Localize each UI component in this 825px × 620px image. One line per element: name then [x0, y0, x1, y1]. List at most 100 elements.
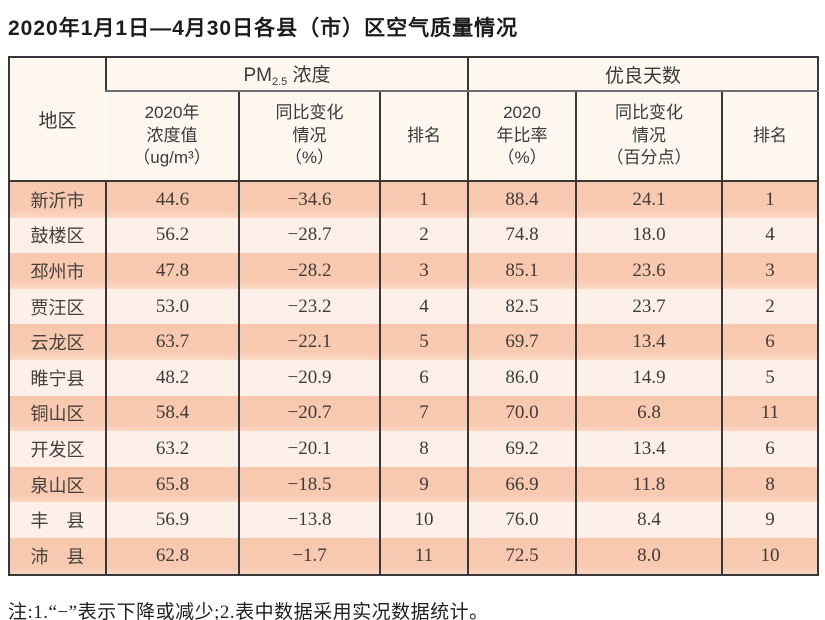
pm-change-cell: −28.7 — [238, 217, 380, 254]
table-row: 云龙区 63.7 −22.1 5 69.7 13.4 6 — [9, 324, 819, 360]
good-rank-cell: 1 — [721, 181, 819, 218]
group-header-row: 地区 PM2.5 浓度 优良天数 — [9, 57, 819, 182]
good-change-cell: 18.0 — [575, 217, 723, 254]
pm-change-cell: −13.8 — [238, 502, 380, 538]
table-row: 贾汪区 53.0 −23.2 4 82.5 23.7 2 — [9, 288, 819, 325]
pm-value-cell: 44.6 — [105, 181, 239, 218]
pm-rank-cell: 6 — [378, 359, 469, 396]
pm-change-cell: −23.2 — [238, 288, 380, 325]
table-header: 地区 PM2.5 浓度 优良天数 2020年 浓度值 （ug/m³） 同比变化 … — [9, 57, 819, 182]
good-ratio-cell: 85.1 — [467, 253, 577, 289]
footnote: 注:1.“−”表示下降或减少;2.表中数据采用实况数据统计。 — [8, 601, 489, 620]
corner-header-cell: 地区 — [9, 57, 106, 182]
good-change-cell: 11.8 — [575, 466, 723, 503]
good-rank-cell: 8 — [721, 466, 819, 503]
pm-change-cell: −18.5 — [238, 466, 380, 503]
good-ratio-cell: 72.5 — [467, 537, 577, 575]
table-row: 开发区 63.2 −20.1 8 69.2 13.4 6 — [9, 431, 819, 467]
good-change-cell: 8.4 — [575, 502, 723, 538]
subheader-pm-rank: 排名 — [378, 91, 469, 182]
subheader-good-ratio: 2020 年比率 （%） — [467, 91, 577, 182]
pm-change-cell: −22.1 — [238, 324, 380, 360]
pm-rank-cell: 3 — [378, 253, 469, 289]
pm-rank-cell: 5 — [378, 324, 469, 360]
good-ratio-cell: 82.5 — [467, 288, 577, 325]
pm-value-cell: 48.2 — [105, 359, 239, 396]
pm-value-cell: 63.7 — [105, 324, 239, 360]
good-ratio-cell: 69.7 — [467, 324, 577, 360]
pm25-label-subscript: 2.5 — [271, 76, 288, 88]
good-ratio-cell: 86.0 — [467, 359, 577, 396]
pm-rank-cell: 9 — [378, 466, 469, 503]
table-row: 邳州市 47.8 −28.2 3 85.1 23.6 3 — [9, 253, 819, 289]
pm-value-cell: 56.2 — [105, 217, 239, 254]
good-change-cell: 23.7 — [575, 288, 723, 325]
good-ratio-cell: 66.9 — [467, 466, 577, 503]
pm-rank-cell: 11 — [378, 537, 469, 575]
pm-value-cell: 65.8 — [105, 466, 239, 503]
pm-change-cell: −1.7 — [238, 537, 380, 575]
subheader-good-rank: 排名 — [721, 91, 819, 182]
good-change-cell: 13.4 — [575, 431, 723, 467]
good-days-group-header: 优良天数 — [467, 57, 819, 92]
good-change-cell: 8.0 — [575, 537, 723, 575]
good-ratio-cell: 70.0 — [467, 395, 577, 432]
region-cell: 沛 县 — [30, 546, 85, 567]
good-ratio-cell: 69.2 — [467, 431, 577, 467]
sub-header-row: 2020年 浓度值 （ug/m³） 同比变化 情况 （%） 排名 2020 年比… — [9, 91, 819, 182]
pm-change-cell: −34.6 — [238, 181, 380, 218]
subheader-pm-value: 2020年 浓度值 （ug/m³） — [106, 91, 239, 182]
pm-value-cell: 58.4 — [105, 395, 239, 432]
good-ratio-cell: 88.4 — [467, 181, 577, 218]
table-body: 新沂市 44.6 −34.6 1 88.4 24.1 1 鼓楼区 56.2 −2… — [9, 181, 819, 575]
table-row: 泉山区 65.8 −18.5 9 66.9 11.8 8 — [9, 466, 819, 503]
air-quality-table: 地区 PM2.5 浓度 优良天数 2020年 浓度值 （ug/m³） 同比变化 … — [8, 56, 820, 576]
region-cell: 开发区 — [30, 439, 85, 460]
region-cell: 新沂市 — [30, 190, 85, 211]
good-rank-cell: 2 — [721, 288, 819, 325]
region-cell: 泉山区 — [30, 475, 85, 496]
subheader-pm-change: 同比变化 情况 （%） — [238, 91, 380, 182]
pm-value-cell: 53.0 — [105, 288, 239, 325]
pm-change-cell: −20.7 — [238, 395, 380, 432]
pm-change-cell: −20.9 — [238, 359, 380, 396]
subheader-good-change: 同比变化 情况 （百分点） — [575, 91, 723, 182]
pm-value-cell: 47.8 — [105, 253, 239, 289]
region-cell: 睢宁县 — [30, 368, 85, 389]
good-rank-cell: 10 — [721, 537, 819, 575]
pm25-label-main: PM — [243, 65, 272, 86]
table-row: 丰 县 56.9 −13.8 10 76.0 8.4 9 — [9, 502, 819, 538]
pm-change-cell: −20.1 — [238, 431, 380, 467]
region-cell: 贾汪区 — [30, 297, 85, 318]
good-rank-cell: 4 — [721, 217, 819, 254]
page-title: 2020年1月1日—4月30日各县（市）区空气质量情况 — [8, 17, 519, 40]
good-change-cell: 23.6 — [575, 253, 723, 289]
good-rank-cell: 6 — [721, 431, 819, 467]
pm-rank-cell: 10 — [378, 502, 469, 538]
table-row: 沛 县 62.8 −1.7 11 72.5 8.0 10 — [9, 537, 819, 575]
pm25-group-header: PM2.5 浓度 — [104, 57, 469, 92]
pm-rank-cell: 2 — [378, 217, 469, 254]
pm25-label-rest: 浓度 — [287, 65, 331, 86]
pm-rank-cell: 7 — [378, 395, 469, 432]
pm-rank-cell: 4 — [378, 288, 469, 325]
good-rank-cell: 3 — [721, 253, 819, 289]
good-change-cell: 6.8 — [575, 395, 723, 432]
pm-change-cell: −28.2 — [238, 253, 380, 289]
table-row: 睢宁县 48.2 −20.9 6 86.0 14.9 5 — [9, 359, 819, 396]
pm-value-cell: 56.9 — [105, 502, 239, 538]
good-ratio-cell: 76.0 — [467, 502, 577, 538]
region-cell: 邳州市 — [30, 261, 85, 282]
region-cell: 铜山区 — [30, 404, 85, 425]
good-change-cell: 24.1 — [575, 181, 723, 218]
good-change-cell: 14.9 — [575, 359, 723, 396]
good-rank-cell: 5 — [721, 359, 819, 396]
table-row: 鼓楼区 56.2 −28.7 2 74.8 18.0 4 — [9, 217, 819, 254]
pm-rank-cell: 1 — [378, 181, 469, 218]
good-rank-cell: 9 — [721, 502, 819, 538]
table-row: 新沂市 44.6 −34.6 1 88.4 24.1 1 — [9, 181, 819, 218]
pm-value-cell: 63.2 — [105, 431, 239, 467]
good-rank-cell: 11 — [721, 395, 819, 432]
region-cell: 丰 县 — [30, 511, 85, 532]
